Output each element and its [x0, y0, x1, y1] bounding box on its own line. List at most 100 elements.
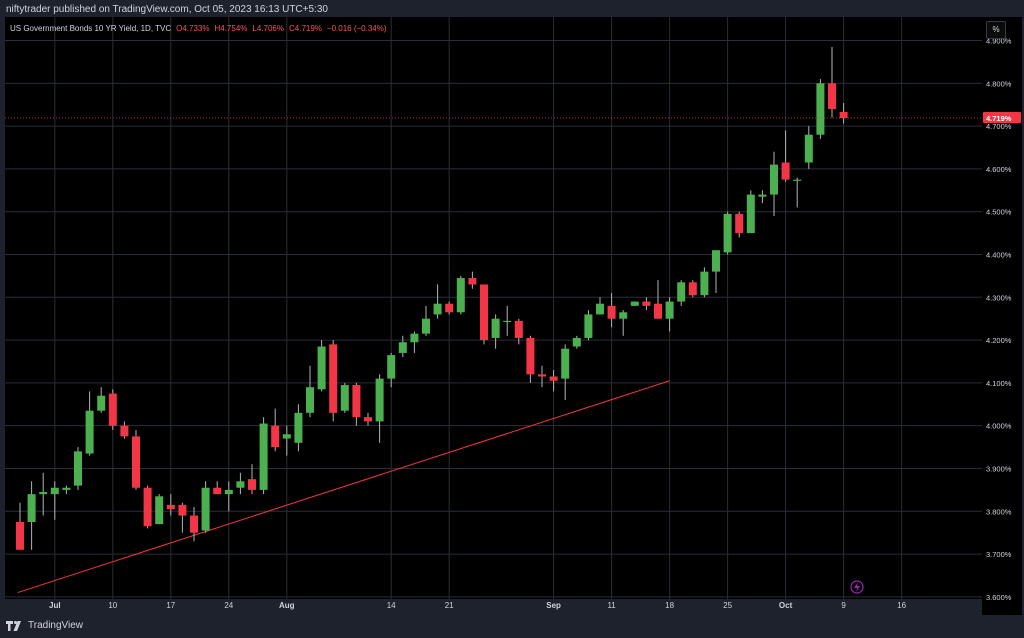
candle-body: [503, 320, 512, 323]
candle-body: [236, 481, 245, 488]
candle: [155, 494, 164, 525]
candle: [445, 301, 454, 315]
candle: [213, 481, 222, 495]
candle-body: [50, 487, 59, 495]
trendline: [17, 380, 670, 594]
x-tick-label: 16: [897, 601, 906, 610]
candle-body: [538, 374, 546, 377]
candle: [317, 340, 326, 392]
y-tick-label: 3.700%: [986, 550, 1012, 559]
candle-body: [248, 479, 256, 490]
candle-body: [793, 179, 802, 181]
candle-body: [294, 412, 303, 443]
event-circle: [850, 580, 864, 594]
candle-body: [468, 278, 477, 285]
trendline-layer: [17, 380, 670, 594]
candle: [514, 318, 523, 345]
x-tick-label: 9: [841, 601, 846, 610]
candle: [630, 301, 639, 306]
candle-body: [746, 194, 755, 234]
candle: [688, 280, 697, 298]
candle: [271, 408, 280, 452]
candle-body: [804, 134, 813, 163]
candle: [770, 151, 778, 216]
candle-body: [735, 213, 744, 234]
candle-body: [375, 378, 384, 422]
candle-body: [306, 387, 314, 413]
candle: [549, 370, 558, 392]
candle-body: [700, 271, 709, 296]
candle-body: [491, 318, 500, 338]
candle: [584, 310, 593, 341]
candle: [248, 464, 256, 495]
candle-body: [97, 395, 106, 411]
candle: [468, 271, 477, 289]
candle-body: [665, 301, 674, 319]
candle: [340, 382, 349, 413]
candle-body: [329, 344, 338, 413]
y-tick-label: 4.800%: [986, 79, 1012, 88]
candle-body: [758, 194, 767, 197]
candle-body: [816, 83, 825, 135]
candle-body: [155, 496, 164, 525]
candle-body: [712, 250, 720, 272]
candle: [398, 335, 407, 358]
legend-high: H4.754%: [214, 24, 248, 33]
candle-body: [317, 346, 326, 390]
x-tick-label: 14: [387, 601, 396, 610]
candle-body: [781, 162, 790, 180]
y-tick-label: 4.600%: [986, 165, 1012, 174]
candle-body: [561, 348, 570, 379]
candle-body: [584, 314, 593, 338]
candle: [97, 387, 106, 413]
candle: [85, 391, 94, 456]
x-tick-label: 24: [224, 601, 233, 610]
candle-body: [224, 489, 233, 495]
candle: [108, 389, 117, 430]
candle-body: [74, 451, 82, 486]
x-tick-label: Aug: [279, 601, 295, 610]
candle: [132, 429, 140, 490]
candle: [480, 284, 488, 345]
candle: [503, 305, 512, 336]
last-price-layer: 4.719%: [5, 111, 1021, 594]
candle: [677, 280, 686, 306]
candle: [758, 190, 767, 204]
candle-body: [364, 417, 372, 422]
candle: [723, 211, 732, 255]
candle-body: [213, 487, 222, 495]
legend-open: O4.733%: [176, 24, 210, 33]
candle-body: [619, 312, 628, 319]
candle: [700, 267, 709, 298]
legend: US Government Bonds 10 YR Yield, 1D, TVC…: [10, 24, 392, 33]
candle: [16, 502, 24, 550]
candle: [352, 382, 361, 426]
y-axis-labels: 3.600% 3.700% 3.800% 3.900% 4.000% 4.100% 4.20…: [986, 37, 1012, 602]
candle: [839, 103, 848, 124]
candle: [236, 472, 245, 495]
x-tick-label: Jul: [49, 601, 61, 610]
footer-brand[interactable]: TradingView: [6, 620, 83, 631]
candle: [329, 340, 338, 422]
candle-body: [549, 376, 558, 381]
candle: [804, 126, 813, 169]
candle: [306, 365, 314, 418]
candle-body: [132, 436, 140, 488]
candle: [190, 506, 198, 542]
percent-scale-button[interactable]: %: [986, 21, 1006, 39]
candle-body: [340, 385, 349, 411]
candle: [120, 421, 129, 439]
grid-lines: [5, 17, 982, 599]
candle: [538, 365, 546, 388]
candle: [387, 352, 396, 388]
candle: [143, 485, 152, 529]
candles-layer: [16, 46, 848, 550]
candle-body: [410, 333, 419, 343]
candle: [793, 177, 802, 208]
candle-body: [108, 393, 117, 426]
candle-body: [282, 434, 291, 439]
event-bolt: [854, 582, 860, 592]
candle: [27, 481, 36, 550]
candle-body: [143, 487, 152, 527]
